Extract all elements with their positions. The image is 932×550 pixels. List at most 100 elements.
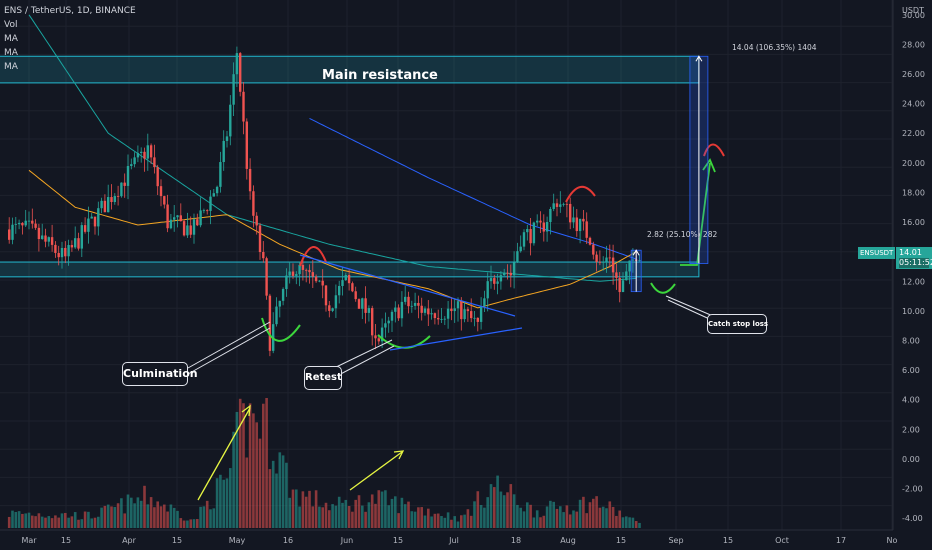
candle-body [192,219,196,235]
candle-body [314,276,318,282]
main-resistance-label: Main resistance [322,68,438,83]
legend-ma-2[interactable]: MA [4,48,18,58]
volume-bar [93,517,97,528]
measurements[interactable] [630,55,709,293]
candle-body [354,291,357,300]
candle-body [427,308,430,315]
candle-body [179,215,182,222]
candle-body [258,225,262,252]
volume-bar [156,501,159,528]
candle-body [532,222,536,244]
time-tick-label: 18 [511,536,521,545]
volume-bar [314,490,318,528]
candle-body [163,196,166,205]
price-tick-label: 30.00 [902,11,925,20]
volume-bar [242,403,245,528]
candle-body [503,272,506,276]
candles [8,46,641,357]
volume-bar [149,497,153,528]
candle-body [97,208,100,227]
legend-symbol[interactable]: ENS / TetherUS, 1D, BINANCE [4,6,136,16]
candle-body [338,286,341,296]
catch-stop-loss-callout[interactable]: Catch stop loss [707,314,768,334]
volume-bar [506,492,509,528]
callout-pointer-catch [665,295,714,317]
volume-bar [436,513,440,528]
candle-body [34,223,37,228]
volume-bar [288,497,291,528]
volume-bar [31,515,34,528]
legend-vol[interactable]: Vol [4,20,18,30]
volume-bar [186,520,189,528]
volume-bar [535,510,539,528]
price-tick-label: 24.00 [902,100,925,109]
candle-body [130,164,133,167]
legend-ma-3[interactable]: MA [4,62,18,72]
drawings[interactable] [187,143,725,501]
candle-body [357,299,361,309]
volume-bar [196,519,199,528]
candle-body [545,222,549,232]
candle-body [113,196,116,203]
candle-body [209,196,212,211]
volume-bar [87,511,90,528]
volume-bar [516,504,519,528]
candle-body [347,275,351,284]
candle-body [595,254,598,262]
candle-body [262,251,265,259]
price-tick-label: 22.00 [902,129,925,138]
candle-body [443,318,446,320]
candle-body [308,270,311,273]
retest-callout[interactable]: Retest [304,366,342,390]
price-tick-label: 10.00 [902,307,925,316]
candle-body [31,220,34,224]
candle-body [186,225,189,236]
candle-body [37,227,41,240]
candle-body [291,271,295,276]
price-tick-label: -4.00 [902,514,923,523]
symbol-tag: ENSUSDT [858,247,896,259]
candle-body [608,257,611,259]
candle-body [120,182,123,197]
candle-body [367,308,371,313]
price-tick-label: -2.00 [902,485,923,494]
volume-bar [351,511,354,528]
candle-body [136,152,140,158]
candle-body [463,309,466,320]
candle-body [275,306,278,325]
volume-bar [502,495,506,528]
volume-bar [126,494,130,528]
candle-body [252,191,255,216]
volume-bar [466,509,470,528]
candle-body [206,210,209,212]
volume-bar [361,505,364,528]
volume-bar [318,506,321,528]
legend-ma-1[interactable]: MA [4,34,18,44]
volume-bars [7,398,641,528]
volume-bar [562,512,565,528]
candle-body [578,218,582,232]
price-tick-label: 12.00 [902,277,925,286]
volume-bar [11,510,14,528]
candle-body [77,238,80,249]
trendline-down [299,254,516,317]
volume-bar [522,511,526,528]
volume-bar [631,517,635,528]
candle-body [437,318,440,320]
target-arc [703,143,725,157]
time-tick-label: May [229,536,246,545]
candle-body [60,247,64,258]
callout-pointer-retest [329,339,393,371]
culmination-callout[interactable]: Culmination [122,362,198,386]
volume-bar [453,516,456,528]
measure-arrowhead [695,55,703,62]
candle-body [212,193,215,197]
callout-pointer-retest-2 [332,345,395,379]
volume-bar [106,504,110,528]
volume-bar [357,495,361,528]
volume-bar [235,411,239,528]
candle-body [202,210,206,212]
volume-bar [354,499,357,528]
candle-body [483,298,486,307]
